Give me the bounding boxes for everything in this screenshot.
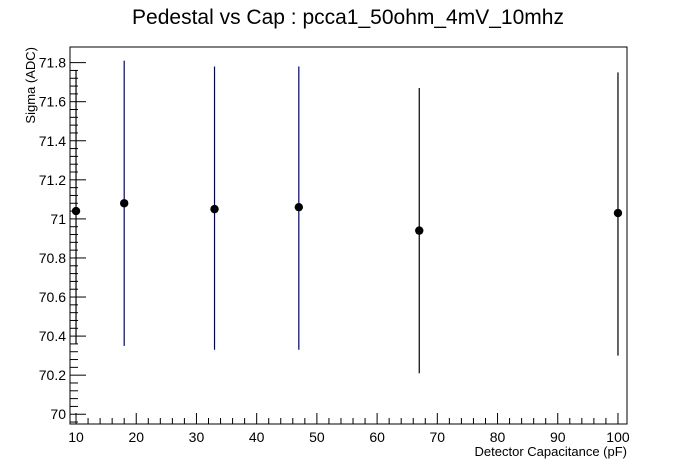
- data-point: [71, 206, 81, 216]
- y-tick-label: 70.2: [39, 367, 66, 383]
- y-tick-label: 71.8: [39, 55, 66, 71]
- x-tick-label: 80: [490, 429, 506, 445]
- x-tick-label: 50: [309, 429, 325, 445]
- chart-title: Pedestal vs Cap : pcca1_50ohm_4mV_10mhz: [132, 6, 564, 29]
- y-tick-label: 71.6: [39, 94, 66, 110]
- x-tick-label: 40: [249, 429, 265, 445]
- x-axis: 10 20 30 40 50 60 70 80 90 100: [68, 413, 630, 445]
- x-tick-label: 90: [550, 429, 566, 445]
- x-tick-label: 30: [189, 429, 205, 445]
- x-tick-label: 60: [369, 429, 385, 445]
- y-tick-label: 70.8: [39, 250, 66, 266]
- data-point: [294, 202, 304, 212]
- x-tick-label: 100: [606, 429, 630, 445]
- y-tick-label: 70: [50, 406, 66, 422]
- x-tick-label: 70: [430, 429, 446, 445]
- y-axis-label: Sigma (ADC): [23, 47, 38, 124]
- y-tick-label: 70.6: [39, 289, 66, 305]
- x-axis-label: Detector Capacitance (pF): [475, 444, 627, 459]
- x-tick-label: 20: [128, 429, 144, 445]
- y-tick-label: 71.2: [39, 172, 66, 188]
- x-tick-label: 10: [68, 429, 84, 445]
- data-point: [210, 204, 219, 214]
- data-point: [119, 199, 129, 208]
- y-tick-label: 71.4: [39, 133, 66, 149]
- data-points: [71, 199, 623, 235]
- y-tick-label: 70.4: [39, 328, 66, 344]
- error-bars: [75, 60, 619, 374]
- data-point: [415, 226, 424, 235]
- plot-frame: [69, 46, 628, 425]
- y-tick-label: 71: [50, 211, 66, 227]
- y-axis: 70 70.2 70.4 70.6 70.8 71 71.2 71.4 71.6 71.8: [39, 55, 86, 423]
- data-point: [613, 208, 623, 218]
